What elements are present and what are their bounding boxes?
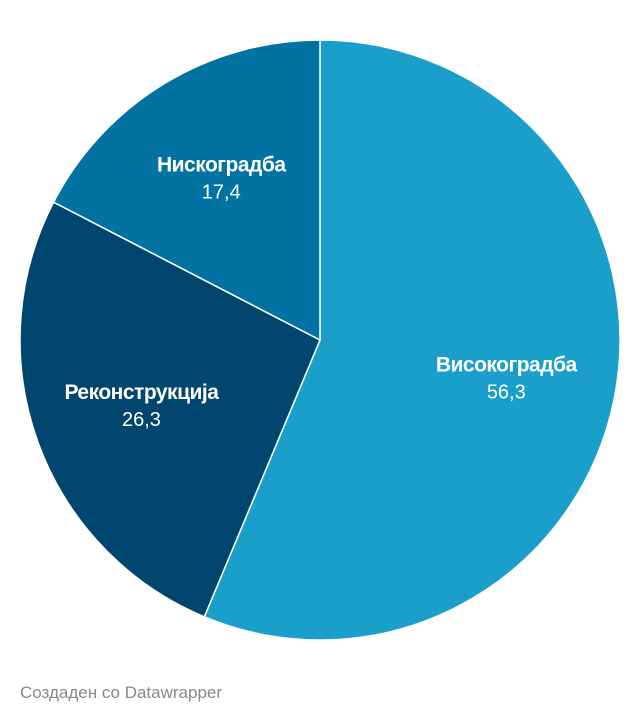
pie-slice [203, 39, 621, 641]
slice-name: Реконструкција [64, 381, 219, 404]
slice-value: 17,4 [202, 182, 241, 204]
slice-name: Високоградба [436, 353, 578, 376]
pie-slice [19, 201, 321, 618]
slice-name: Нискоградба [157, 154, 286, 177]
credit: Создаден со Datawrapper [20, 683, 222, 702]
slice-value: 26,3 [122, 409, 161, 431]
slice-value: 56,3 [487, 381, 526, 403]
pie-slice [52, 39, 321, 342]
